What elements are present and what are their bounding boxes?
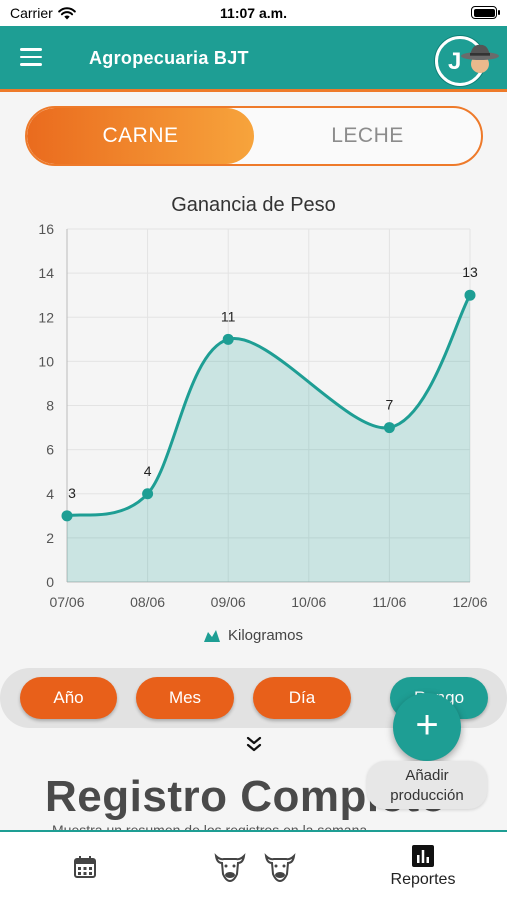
x-tick-label: 07/06 xyxy=(49,594,84,610)
avatar[interactable]: J xyxy=(435,36,499,86)
series-line xyxy=(66,294,472,518)
x-tick-label: 08/06 xyxy=(130,594,165,610)
y-tick-label: 10 xyxy=(38,353,54,369)
legend-label: Kilogramos xyxy=(227,627,304,644)
bar-chart-icon xyxy=(412,845,434,867)
chart-title: Ganancia de Peso xyxy=(171,194,336,216)
chart-legend: Kilogramos xyxy=(0,627,507,644)
carrier-label: Carrier xyxy=(10,5,53,21)
bottom-nav: Reportes xyxy=(0,830,507,900)
data-point xyxy=(464,289,476,301)
nav-reports[interactable]: Reportes xyxy=(383,832,463,900)
y-tick-label: 0 xyxy=(46,574,54,590)
segment-carne[interactable]: CARNE xyxy=(27,108,254,164)
double-chevron-down-icon[interactable] xyxy=(245,735,263,753)
add-production-button[interactable]: + xyxy=(393,693,461,761)
app-title: Agropecuaria BJT xyxy=(89,48,249,68)
y-tick-label: 4 xyxy=(46,486,54,502)
data-label: 4 xyxy=(144,463,152,479)
product-type-toggle: CARNE LECHE xyxy=(25,106,483,166)
data-point xyxy=(142,488,154,500)
section-subtitle: Muestra un resumen de los registros en l… xyxy=(52,822,368,830)
y-tick-label: 6 xyxy=(46,442,54,458)
filter-day-button[interactable]: Día xyxy=(253,677,351,719)
data-label: 13 xyxy=(462,264,478,280)
data-point xyxy=(383,422,395,434)
x-tick-label: 10/06 xyxy=(291,594,326,610)
y-tick-label: 8 xyxy=(46,398,54,414)
legend-area-icon xyxy=(203,629,220,642)
y-tick-label: 12 xyxy=(38,309,54,325)
battery-icon xyxy=(471,6,500,19)
cow-icon xyxy=(264,853,296,882)
x-tick-label: 09/06 xyxy=(211,594,246,610)
add-production-label[interactable]: Añadir producción xyxy=(367,761,487,809)
status-carrier: Carrier xyxy=(10,5,76,21)
y-tick-label: 14 xyxy=(38,265,54,281)
x-tick-label: 11/06 xyxy=(372,594,406,610)
filter-month-button[interactable]: Mes xyxy=(136,677,234,719)
weight-gain-chart: 0 2 4 6 8 10 12 14 16 07/06 08/06 09/06 10/06 11/06 12… xyxy=(38,221,487,610)
nav-cattle[interactable] xyxy=(205,832,305,900)
cow-icon xyxy=(214,853,246,882)
x-tick-label: 12/06 xyxy=(452,594,487,610)
cowboy-hat-icon xyxy=(461,44,499,73)
data-label: 11 xyxy=(221,308,236,324)
series-area xyxy=(67,295,470,582)
nav-calendar[interactable] xyxy=(55,832,115,900)
avatar-letter: J xyxy=(448,48,462,75)
hamburger-icon xyxy=(20,48,42,51)
data-label: 7 xyxy=(386,397,394,413)
wifi-icon xyxy=(57,6,76,19)
status-time: 11:07 a.m. xyxy=(220,5,287,21)
segment-leche[interactable]: LECHE xyxy=(331,124,404,147)
data-point xyxy=(222,333,234,345)
fab-label-line2: producción xyxy=(390,787,464,804)
calendar-icon xyxy=(74,856,96,878)
y-tick-label: 16 xyxy=(38,221,54,237)
fab-label-line1: Añadir xyxy=(405,767,449,784)
app-header: Agropecuaria BJT J xyxy=(0,26,507,92)
data-label: 3 xyxy=(68,485,76,501)
status-bar: Carrier 11:07 a.m. xyxy=(0,0,507,26)
nav-reports-label: Reportes xyxy=(390,871,456,888)
y-tick-label: 2 xyxy=(46,530,54,546)
data-point xyxy=(61,510,73,522)
filter-year-button[interactable]: Año xyxy=(20,677,117,719)
menu-button[interactable] xyxy=(20,48,50,70)
